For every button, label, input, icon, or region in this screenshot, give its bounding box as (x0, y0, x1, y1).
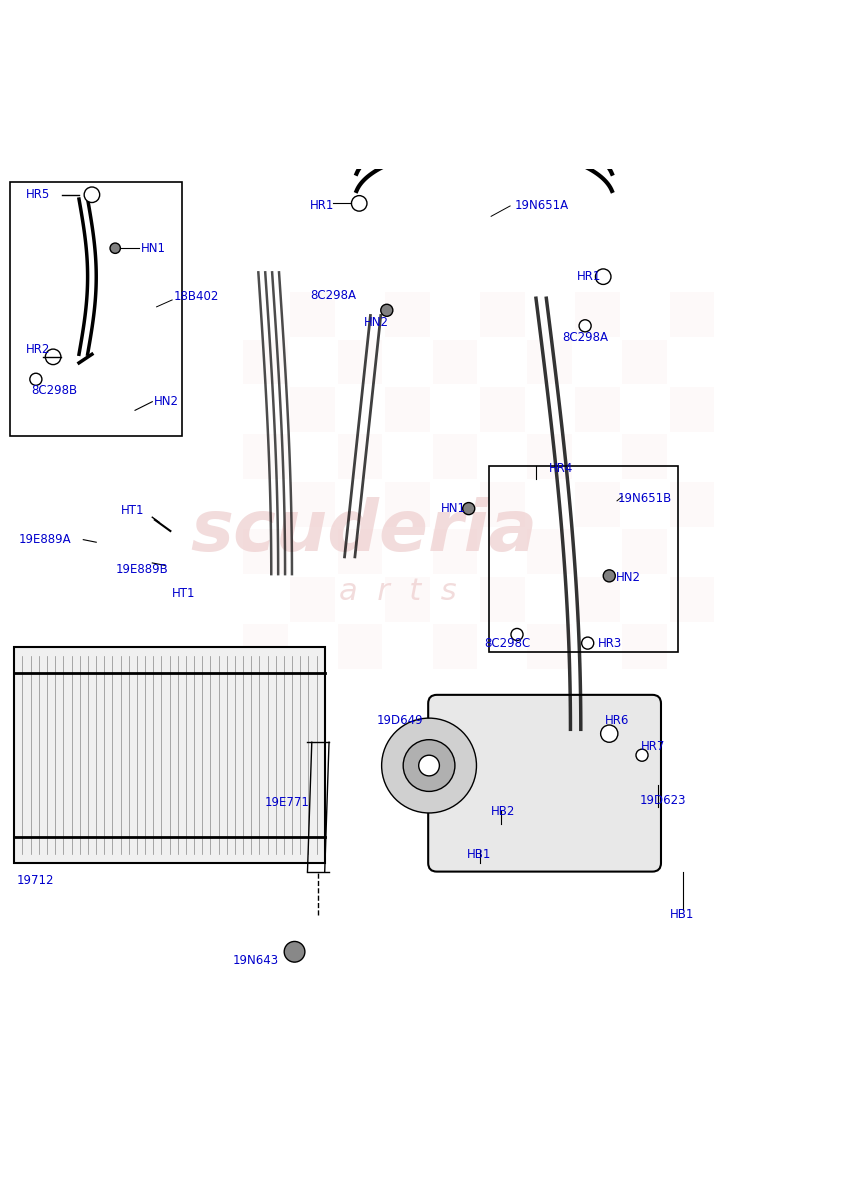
Bar (670, 577, 714, 622)
Circle shape (285, 942, 304, 962)
Bar (243, 529, 288, 574)
Bar (574, 292, 619, 337)
Circle shape (579, 319, 591, 332)
Circle shape (45, 349, 61, 365)
Bar (337, 434, 382, 479)
Bar (489, 467, 678, 652)
Bar (243, 340, 288, 384)
Circle shape (603, 570, 615, 582)
Text: HN2: HN2 (154, 395, 179, 408)
Circle shape (110, 244, 120, 253)
Bar (385, 577, 430, 622)
Text: HN2: HN2 (616, 571, 641, 584)
Text: 19N651A: 19N651A (515, 199, 568, 211)
Bar (528, 340, 572, 384)
Bar (432, 624, 477, 668)
Bar (480, 577, 525, 622)
Text: 19E889B: 19E889B (116, 563, 169, 576)
Bar (432, 529, 477, 574)
Text: 19D649: 19D649 (376, 714, 423, 727)
Bar (291, 577, 335, 622)
Circle shape (403, 739, 455, 792)
Bar (574, 388, 619, 432)
Text: HN2: HN2 (363, 316, 388, 329)
Text: 8C298B: 8C298B (31, 384, 78, 397)
Bar (480, 388, 525, 432)
Text: 19712: 19712 (17, 874, 54, 887)
Text: HR5: HR5 (26, 188, 50, 202)
Circle shape (84, 187, 99, 203)
Text: HN1: HN1 (141, 241, 166, 254)
Text: HB2: HB2 (491, 805, 516, 817)
Circle shape (381, 305, 393, 317)
Bar (670, 292, 714, 337)
Bar (670, 388, 714, 432)
Circle shape (600, 725, 618, 743)
Bar (622, 529, 667, 574)
Text: 8C298A: 8C298A (562, 330, 608, 343)
Bar (337, 624, 382, 668)
Bar (243, 434, 288, 479)
Bar (622, 340, 667, 384)
Circle shape (29, 373, 42, 385)
Bar (385, 482, 430, 527)
Text: HN1: HN1 (441, 502, 466, 515)
Bar (574, 482, 619, 527)
Bar (10, 182, 183, 436)
Text: 19E889A: 19E889A (19, 533, 71, 546)
Bar (337, 529, 382, 574)
Text: HR1: HR1 (577, 270, 602, 283)
Circle shape (595, 269, 611, 284)
Text: HR2: HR2 (26, 343, 50, 356)
Bar (385, 292, 430, 337)
FancyBboxPatch shape (428, 695, 661, 871)
Bar (243, 624, 288, 668)
Bar (385, 388, 430, 432)
Text: 18B402: 18B402 (174, 290, 219, 302)
Text: HR7: HR7 (641, 740, 665, 754)
Text: 19E771: 19E771 (265, 796, 310, 809)
Bar (528, 624, 572, 668)
Bar (291, 292, 335, 337)
Text: HR4: HR4 (549, 462, 573, 474)
Text: scuderia: scuderia (190, 497, 537, 565)
Circle shape (581, 637, 593, 649)
Text: 8C298C: 8C298C (484, 637, 530, 649)
Text: 8C298A: 8C298A (310, 289, 356, 302)
Text: HB1: HB1 (467, 848, 491, 860)
Bar (480, 482, 525, 527)
Text: a  r  t  s: a r t s (339, 577, 457, 606)
Bar (528, 529, 572, 574)
Circle shape (511, 629, 523, 641)
Text: 19D623: 19D623 (639, 793, 686, 806)
Bar (670, 482, 714, 527)
Bar (432, 340, 477, 384)
Circle shape (381, 718, 477, 812)
Circle shape (419, 755, 439, 776)
Circle shape (463, 503, 475, 515)
Circle shape (351, 196, 367, 211)
Circle shape (636, 749, 648, 761)
Bar (291, 482, 335, 527)
Bar (337, 340, 382, 384)
Bar (528, 434, 572, 479)
Text: HT1: HT1 (120, 504, 144, 517)
Text: HR1: HR1 (310, 199, 335, 211)
Bar (622, 434, 667, 479)
Bar (15, 648, 324, 863)
Text: HR3: HR3 (598, 637, 622, 649)
Text: HT1: HT1 (172, 587, 195, 600)
Text: 19N651B: 19N651B (618, 492, 672, 505)
Bar (574, 577, 619, 622)
Bar (622, 624, 667, 668)
Text: HB1: HB1 (670, 908, 694, 922)
Text: HR6: HR6 (605, 714, 630, 727)
Bar (291, 388, 335, 432)
Text: 19N643: 19N643 (233, 954, 279, 967)
Bar (432, 434, 477, 479)
Bar (480, 292, 525, 337)
